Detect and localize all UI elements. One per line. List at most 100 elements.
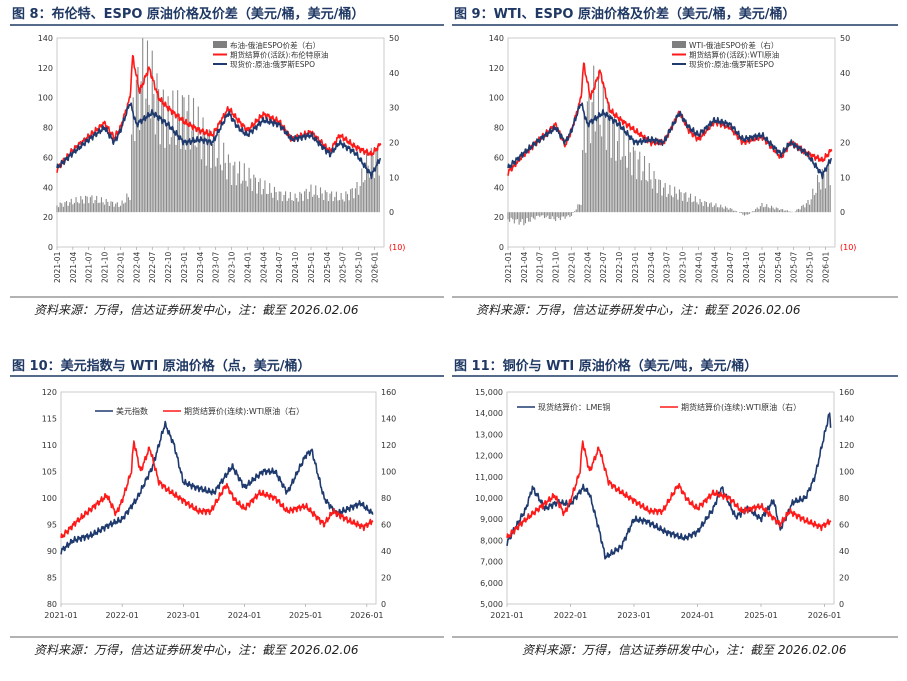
x-tick-label: 2023-04 (196, 251, 205, 283)
x-tick-label: 2022-07 (599, 251, 608, 283)
x-tick-label: 2025-10 (355, 251, 364, 283)
x-tick-label: 2022-01 (567, 251, 576, 283)
legend-label: 布油-俄油ESPO价差（右） (230, 40, 320, 50)
y-left-tick-label: 90 (47, 547, 57, 556)
x-tick-label: 2022-10 (615, 251, 624, 283)
series-line (60, 420, 374, 555)
y-left-tick-label: 13,000 (475, 430, 503, 439)
legend-label: 美元指数 (116, 406, 148, 416)
y-left-tick-label: 120 (42, 388, 57, 397)
series-line (507, 62, 833, 176)
x-tick-label: 2023-07 (663, 251, 672, 283)
y-left-tick-label: 80 (494, 124, 504, 133)
y-left-tick-label: 60 (494, 153, 504, 162)
x-tick-label: 2022-01 (116, 251, 125, 283)
x-tick-label: 2023-01 (631, 251, 640, 283)
x-tick-label: 2025-04 (323, 251, 332, 283)
y-left-tick-label: 40 (43, 183, 53, 192)
y-right-tick-label: 120 (839, 441, 854, 450)
source-note: 资料来源：万得，信达证券研发中心，注：截至 2026.02.06 (34, 303, 359, 317)
x-tick-label: 2022-04 (132, 251, 141, 283)
y-right-tick-label: 10 (840, 173, 850, 182)
series-line (506, 440, 832, 539)
x-tick-label: 2022-07 (148, 251, 157, 283)
y-left-tick-label: 7,000 (480, 558, 503, 567)
y-right-tick-label: 80 (839, 494, 849, 503)
x-tick-label: 2023-10 (679, 251, 688, 283)
y-right-tick-label: 30 (840, 104, 850, 113)
y-left-tick-label: 85 (47, 574, 57, 583)
charts-layer: 020406080100120140(10)010203040502021-01… (38, 34, 857, 620)
y-right-tick-label: 160 (381, 388, 396, 397)
y-right-tick-label: 20 (389, 139, 399, 148)
series-line (507, 102, 833, 180)
x-tick-label: 2024-01 (228, 611, 261, 620)
legend-label: 期货结算价(连续):WTI原油（右） (681, 402, 801, 412)
x-tick-label: 2022-01 (105, 611, 138, 620)
chart-fig8: 0 20 40 60 80 100 120 140 (10) 0 10 20 30 40 50 2021-01… (38, 34, 406, 283)
x-tick-label: 2025-10 (806, 251, 815, 283)
x-tick-label: 2025-01 (758, 251, 767, 283)
figure-title: 图 8：布伦特、ESPO 原油价格及价差（美元/桶，美元/桶） (12, 6, 364, 22)
x-tick-label: 2024-07 (726, 251, 735, 283)
legend-swatch (213, 41, 227, 48)
y-right-tick-label: 140 (839, 415, 854, 424)
x-tick-label: 2022-01 (554, 611, 587, 620)
source-note: 资料来源：万得，信达证券研发中心，注：截至 2026.02.06 (522, 643, 847, 657)
y-right-tick-label: 0 (389, 208, 394, 217)
x-tick-label: 2024-01 (681, 611, 714, 620)
x-tick-label: 2023-07 (212, 251, 221, 283)
y-left-tick-label: 80 (43, 124, 53, 133)
y-right-tick-label: 160 (839, 388, 854, 397)
y-left-tick-label: 5,000 (480, 600, 503, 609)
y-right-tick-label: 10 (389, 173, 399, 182)
x-tick-label: 2026-01 (808, 611, 841, 620)
x-tick-label: 2024-07 (275, 251, 284, 283)
x-tick-label: 2024-01 (243, 251, 252, 283)
y-left-tick-label: 14,000 (475, 409, 503, 418)
series-line (506, 412, 832, 560)
y-left-tick-label: 95 (47, 521, 57, 530)
y-left-tick-label: 100 (38, 94, 53, 103)
y-left-tick-label: 20 (494, 213, 504, 222)
x-tick-label: 2024-04 (710, 251, 719, 283)
y-left-tick-label: 20 (43, 213, 53, 222)
y-left-tick-label: 80 (47, 600, 57, 609)
y-right-tick-label: 80 (381, 494, 391, 503)
y-left-tick-label: 140 (38, 34, 53, 43)
y-right-tick-label: 40 (381, 547, 391, 556)
y-left-tick-label: 100 (489, 94, 504, 103)
x-tick-label: 2024-01 (694, 251, 703, 283)
x-tick-label: 2025-01 (744, 611, 777, 620)
y-left-tick-label: 10,000 (475, 494, 503, 503)
series-line (56, 54, 382, 173)
figure-title: 图 9：WTI、ESPO 原油价格及价差（美元/桶，美元/桶） (454, 6, 795, 22)
y-left-tick-label: 100 (42, 494, 57, 503)
y-left-tick-label: 120 (489, 64, 504, 73)
y-left-tick-label: 9,000 (480, 515, 503, 524)
x-tick-label: 2025-07 (790, 251, 799, 283)
x-tick-label: 2024-04 (259, 251, 268, 283)
y-right-tick-label: 0 (839, 600, 844, 609)
x-tick-label: 2021-01 (44, 611, 77, 620)
x-tick-label: 2025-04 (774, 251, 783, 283)
y-right-tick-label: 20 (840, 139, 850, 148)
y-left-tick-label: 120 (38, 64, 53, 73)
x-tick-label: 2024-10 (291, 251, 300, 283)
y-left-tick-label: 115 (42, 415, 57, 424)
legend-label: 期货结算价(活跃):WTI原油 (689, 50, 779, 60)
x-tick-label: 2023-01 (617, 611, 650, 620)
y-right-tick-label: 50 (389, 34, 399, 43)
y-right-tick-label: (10) (840, 243, 856, 252)
y-right-tick-label: 60 (381, 521, 391, 530)
y-right-tick-label: 60 (839, 521, 849, 530)
y-right-tick-label: 40 (389, 69, 399, 78)
x-tick-label: 2026-01 (370, 251, 379, 283)
y-left-tick-label: 140 (489, 34, 504, 43)
y-left-tick-label: 0 (48, 243, 53, 252)
plot-frame (60, 391, 377, 605)
source-note: 资料来源：万得，信达证券研发中心，注：截至 2026.02.06 (34, 643, 359, 657)
y-right-tick-label: 20 (381, 574, 391, 583)
y-left-tick-label: 11,000 (475, 473, 503, 482)
x-tick-label: 2025-01 (289, 611, 322, 620)
